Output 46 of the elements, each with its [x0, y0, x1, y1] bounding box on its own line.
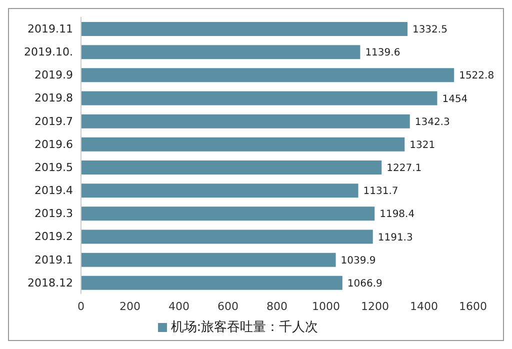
data-label: 1198.4 [380, 209, 415, 220]
bar [81, 137, 405, 152]
data-label: 1066.9 [347, 278, 382, 290]
bar [81, 252, 336, 267]
bar [81, 184, 358, 198]
x-tick-label: 1600 [459, 300, 487, 313]
y-tick-label: 2019.8 [34, 92, 73, 105]
x-tick-label: 0 [78, 300, 84, 313]
y-tick-label: 2019.2 [34, 230, 73, 244]
x-tick-label: 1000 [312, 300, 340, 313]
bar [81, 206, 375, 221]
data-label: 1139.6 [365, 48, 400, 59]
y-tick-label: 2019.3 [34, 207, 73, 220]
x-tick-label: 800 [266, 300, 288, 313]
x-tick-label: 200 [120, 300, 140, 313]
data-label: 1522.8 [459, 70, 494, 82]
data-label: 1342.3 [414, 116, 450, 128]
y-tick-label: 2019.5 [34, 160, 73, 174]
data-label: 1454 [442, 94, 468, 105]
data-label: 1227.1 [386, 163, 422, 174]
legend-label: 机场:旅客吞吐量：千人次 [170, 320, 318, 335]
y-tick-label: 2019.11 [28, 22, 73, 36]
y-tick-label: 2019.1 [34, 253, 73, 266]
y-tick-label: 2019.6 [34, 138, 73, 151]
bar [81, 91, 438, 106]
bar [81, 22, 408, 36]
bar [81, 114, 410, 128]
bar [81, 45, 360, 60]
x-tick-label: 600 [218, 300, 238, 313]
y-tick-label: 2018.12 [28, 276, 73, 290]
y-tick-label: 2019.9 [34, 68, 73, 82]
data-label: 1191.3 [378, 232, 413, 244]
bar [81, 160, 382, 174]
x-tick-label: 400 [168, 300, 190, 313]
x-tick-label: 1200 [361, 300, 389, 313]
x-tick-label: 1400 [410, 300, 438, 313]
bar [81, 230, 373, 244]
data-label: 1321 [410, 140, 436, 151]
y-tick-label: 2019.10. [24, 46, 73, 59]
y-tick-label: 2019.7 [34, 114, 73, 128]
y-tick-label: 2019.4 [34, 184, 73, 198]
data-label: 1332.5 [412, 24, 448, 36]
bar [81, 68, 454, 82]
data-label: 1131.7 [363, 186, 398, 198]
bar [81, 276, 342, 290]
data-label: 1039.9 [340, 255, 376, 266]
